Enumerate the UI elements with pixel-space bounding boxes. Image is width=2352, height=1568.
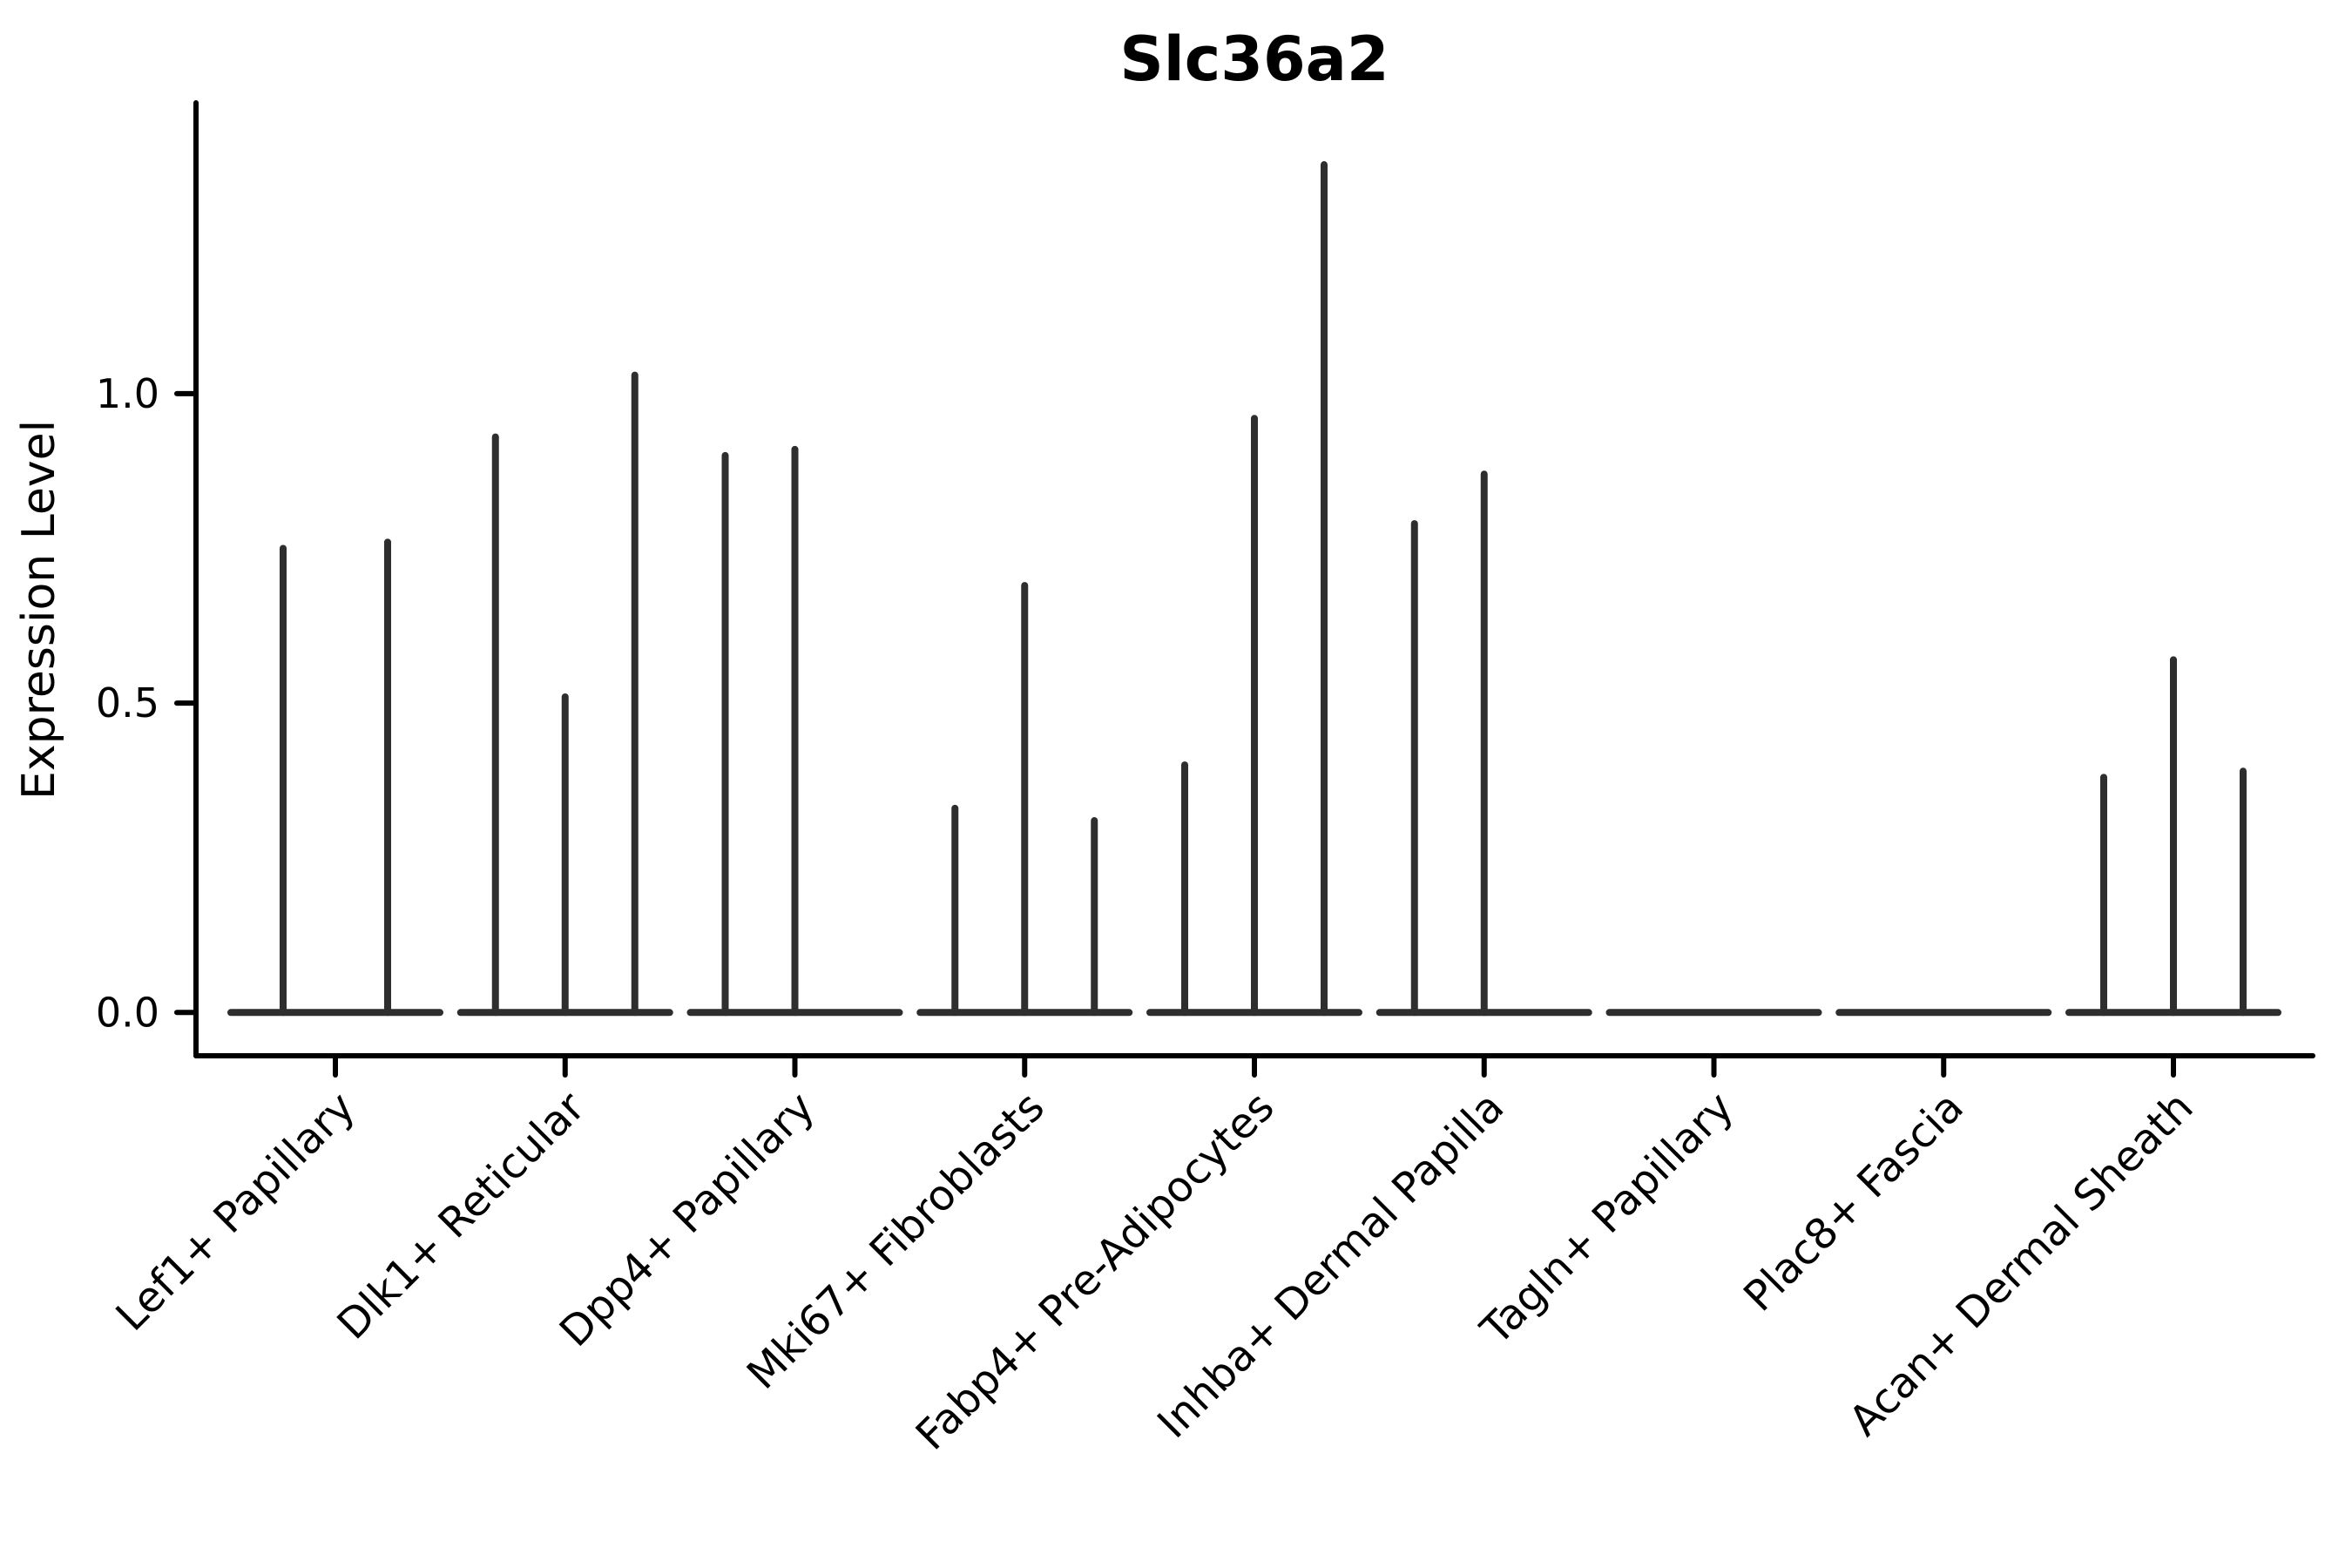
x-tick-label: Plac8+ Fascia: [1734, 1083, 1973, 1321]
x-tick-label: Dlk1+ Reticular: [328, 1083, 595, 1349]
y-axis-label: Expression Level: [13, 420, 65, 800]
x-tick-label: Tagln+ Papillary: [1471, 1083, 1743, 1355]
x-tick-label: Dpp4+ Papillary: [551, 1083, 824, 1356]
x-tick-label: Lef1+ Papillary: [107, 1083, 365, 1341]
y-tick-label: 1.0: [96, 370, 159, 417]
y-tick-label: 0.0: [96, 989, 159, 1036]
y-tick-label: 0.5: [96, 679, 159, 727]
chart-title: Slc36a2: [1119, 24, 1389, 95]
